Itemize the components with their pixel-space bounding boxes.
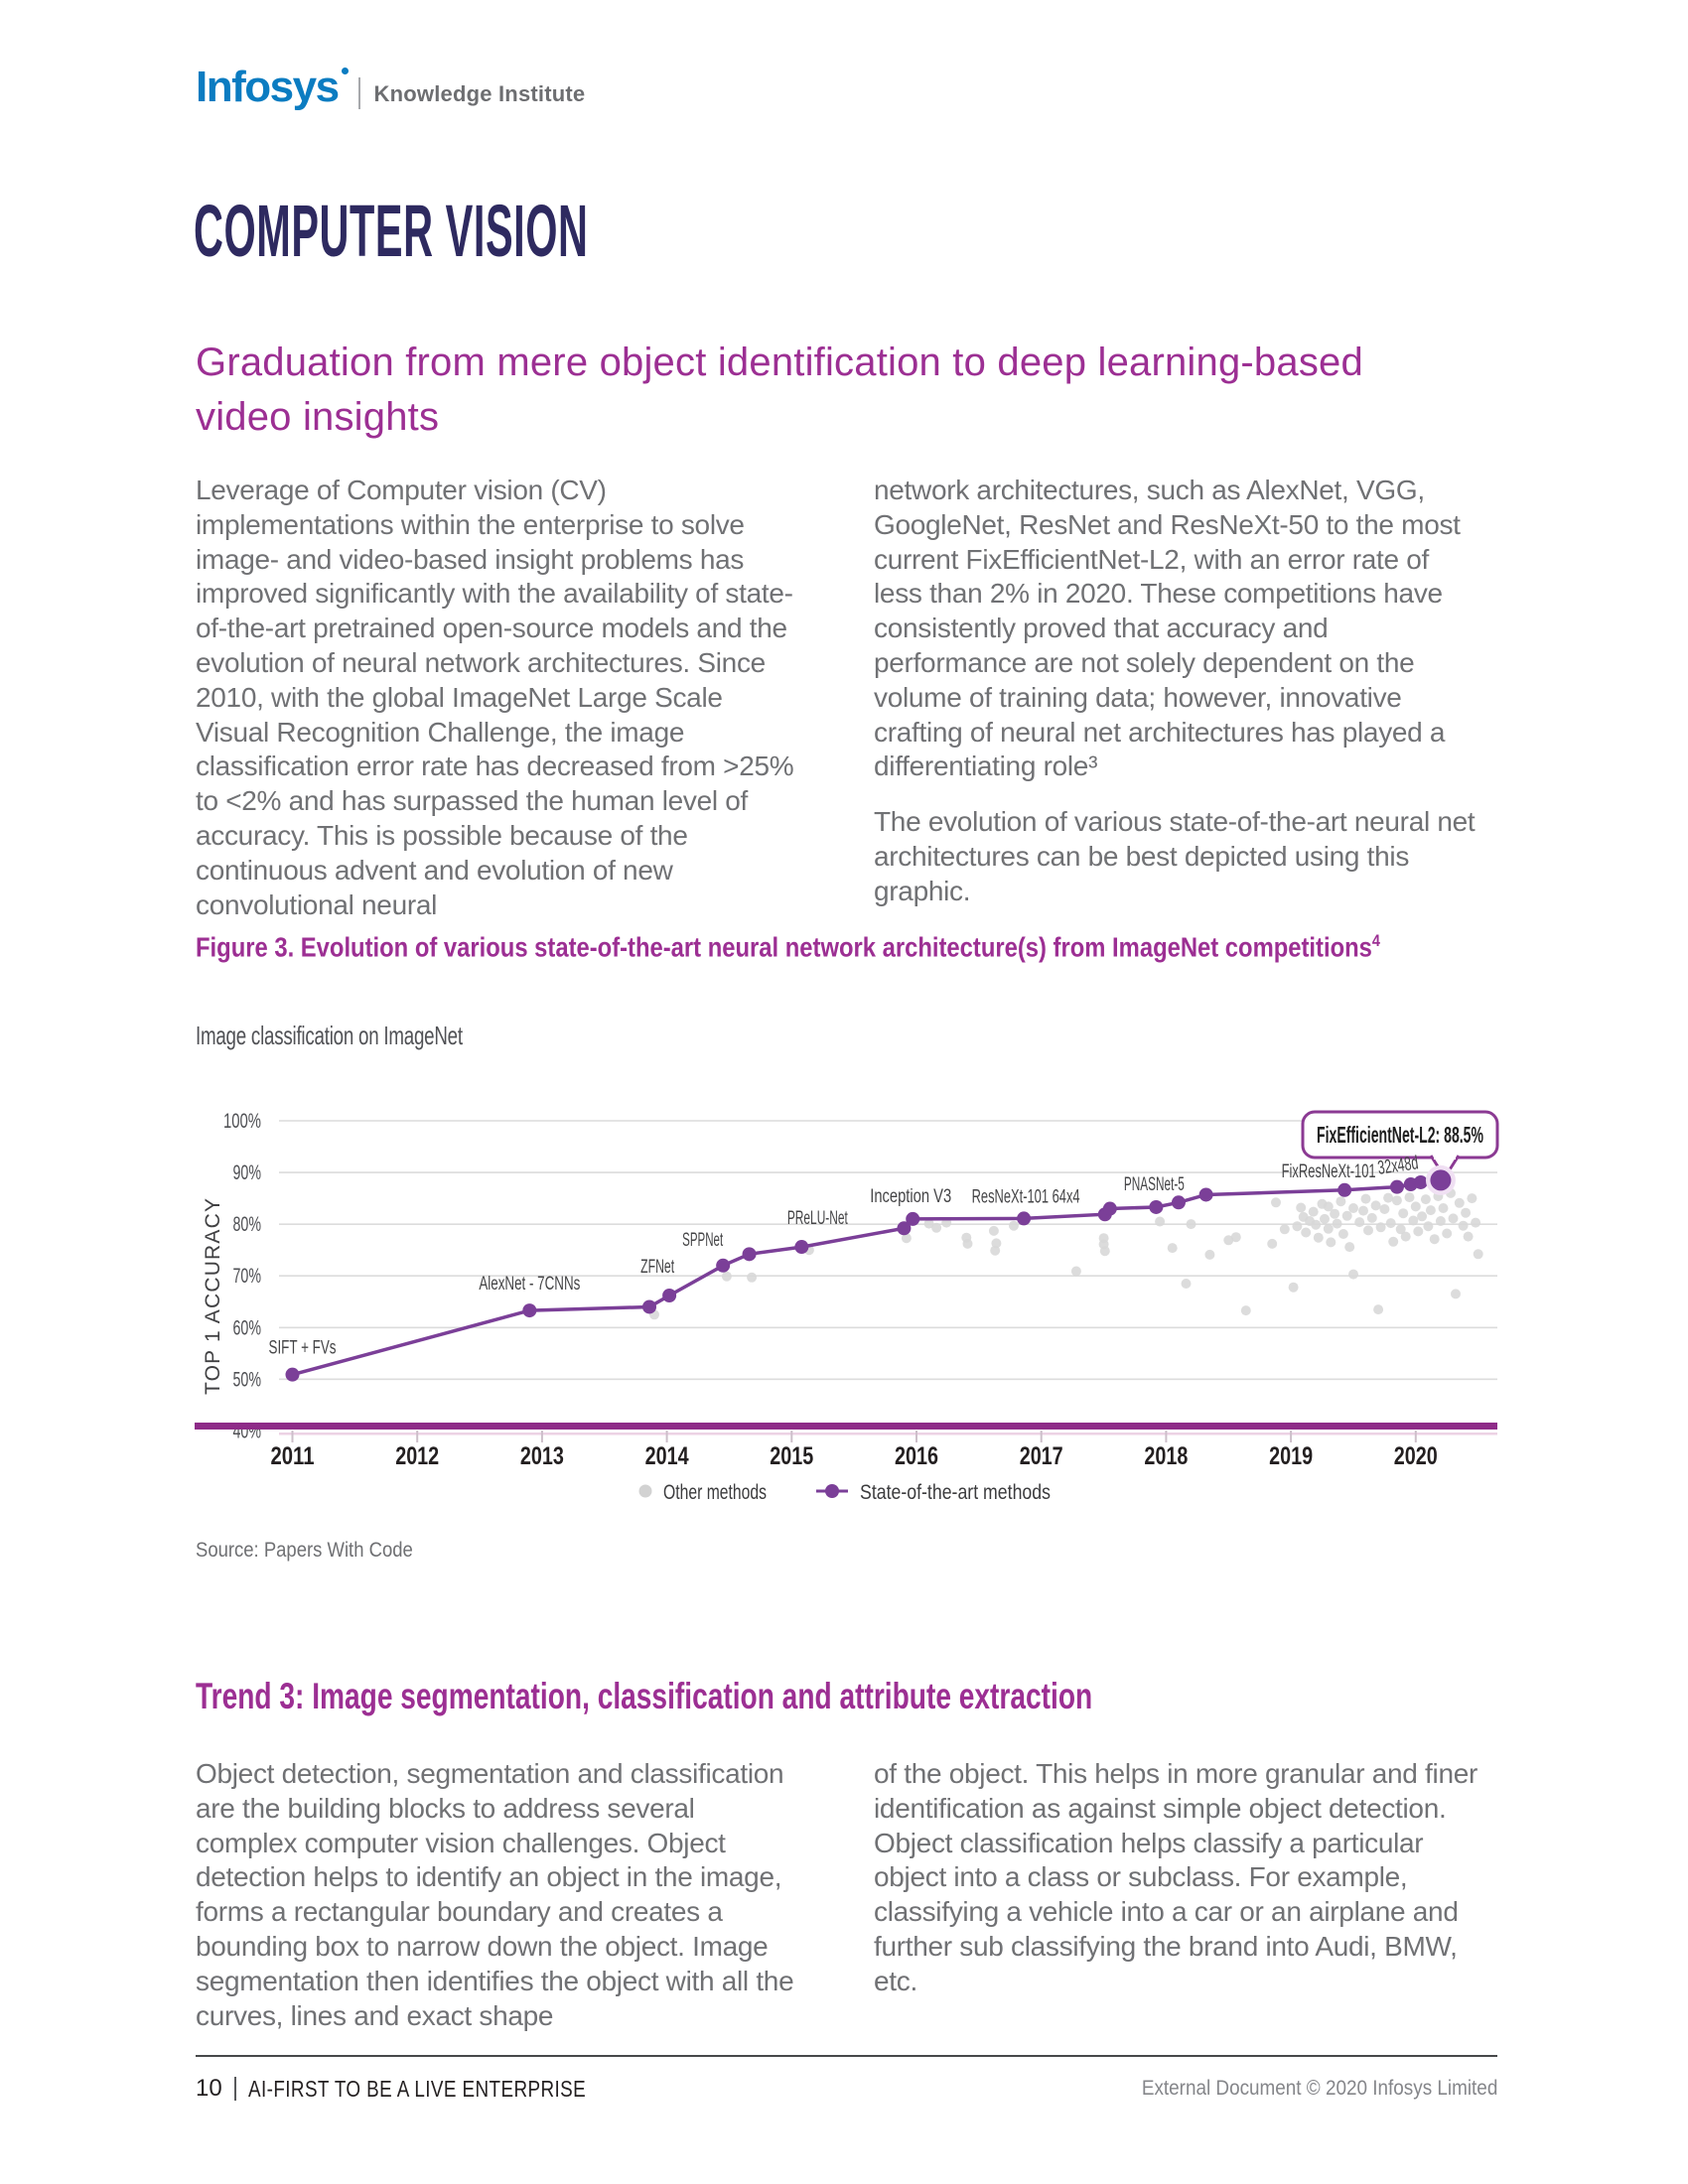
- svg-text:PReLU-Net: PReLU-Net: [787, 1207, 848, 1229]
- svg-text:2014: 2014: [645, 1442, 689, 1470]
- svg-text:80%: 80%: [233, 1213, 262, 1236]
- chart-source: Source: Papers With Code: [196, 1539, 413, 1562]
- infosys-wordmark-text: Infosys: [196, 63, 340, 111]
- brand-subtitle: Knowledge Institute: [373, 80, 586, 106]
- svg-text:State-of-the-art methods: State-of-the-art methods: [860, 1480, 1051, 1504]
- svg-text:2015: 2015: [770, 1442, 813, 1470]
- footer-copyright: External Document © 2020 Infosys Limited: [1141, 2077, 1497, 2100]
- footer-left: 10 AI-FIRST TO BE A LIVE ENTERPRISE: [196, 2075, 660, 2103]
- figure-caption: Figure 3. Evolution of various state-of-…: [196, 931, 1380, 963]
- svg-text:60%: 60%: [233, 1316, 262, 1339]
- svg-text:70%: 70%: [233, 1265, 262, 1288]
- article-subtitle-line2: video insights: [196, 395, 440, 439]
- svg-text:SPPNet: SPPNet: [682, 1229, 723, 1251]
- svg-text:90%: 90%: [233, 1161, 262, 1184]
- footer-divider: [233, 2077, 236, 2101]
- article-subtitle: Graduation from mere object identificati…: [196, 336, 1363, 445]
- svg-text:100%: 100%: [223, 1110, 261, 1133]
- figure-caption-text: Figure 3. Evolution of various state-of-…: [196, 931, 1372, 963]
- svg-text:FixEfficientNet-L2: 88.5%: FixEfficientNet-L2: 88.5%: [1317, 1122, 1483, 1148]
- intro-paragraph-1: network architectures, such as AlexNet, …: [874, 475, 1461, 782]
- page-number: 10: [196, 2075, 222, 2102]
- svg-text:2019: 2019: [1269, 1442, 1313, 1470]
- svg-text:TOP 1 ACCURACY: TOP 1 ACCURACY: [202, 1196, 224, 1395]
- svg-text:2011: 2011: [271, 1442, 315, 1470]
- svg-text:AlexNet - 7CNNs: AlexNet - 7CNNs: [479, 1273, 580, 1295]
- svg-text:PNASNet-5: PNASNet-5: [1124, 1173, 1185, 1195]
- svg-text:ZFNet: ZFNet: [640, 1256, 674, 1278]
- trademark-dot-icon: [341, 68, 349, 74]
- article-subtitle-line1: Graduation from mere object identificati…: [196, 341, 1363, 384]
- footer-document-title: AI-FIRST TO BE A LIVE ENTERPRISE: [247, 2075, 586, 2102]
- trend-heading: Trend 3: Image segmentation, classificat…: [196, 1676, 1093, 1716]
- svg-text:50%: 50%: [233, 1368, 262, 1391]
- svg-text:2020: 2020: [1394, 1442, 1438, 1470]
- svg-text:32x48d: 32x48d: [1376, 1152, 1420, 1178]
- svg-text:Other methods: Other methods: [663, 1480, 767, 1504]
- svg-text:ResNeXt-101 64x4: ResNeXt-101 64x4: [972, 1185, 1080, 1207]
- page-title: COMPUTER VISION: [194, 190, 589, 272]
- imagenet-chart-svg: 100%90%80%70%60%50%40%2011 2012 2013 2014 20…: [195, 1110, 1499, 1504]
- chart-title: Image classification on ImageNet: [196, 1021, 463, 1050]
- svg-text:SIFT + FVs: SIFT + FVs: [269, 1337, 337, 1359]
- trend-column-left: Object detection, segmentation and class…: [196, 1758, 794, 2031]
- brand-logo: Infosys Knowledge Institute: [196, 66, 585, 109]
- intro-paragraph-2: The evolution of various state-of-the-ar…: [874, 806, 1476, 906]
- svg-text:Inception V3: Inception V3: [870, 1185, 951, 1207]
- svg-text:2016: 2016: [895, 1442, 938, 1470]
- svg-text:2013: 2013: [520, 1442, 564, 1470]
- svg-text:2012: 2012: [395, 1442, 439, 1470]
- intro-column-right: network architectures, such as AlexNet, …: [874, 474, 1481, 909]
- svg-text:2018: 2018: [1144, 1442, 1188, 1470]
- footer-rule: [196, 2055, 1497, 2057]
- figure-caption-footnote: 4: [1371, 931, 1380, 950]
- imagenet-chart: 100% 90% 80% 70% 60% 50% 40% 2011 2012 2013 2014 20…: [0, 1072, 1688, 1539]
- intro-column-left: Leverage of Computer vision (CV) impleme…: [196, 475, 794, 920]
- brand-divider: [357, 77, 360, 109]
- svg-text:2017: 2017: [1020, 1442, 1063, 1470]
- svg-text:FixResNeXt-101: FixResNeXt-101: [1282, 1160, 1376, 1182]
- infosys-wordmark: Infosys: [196, 63, 349, 111]
- trend-column-right: of the object. This helps in more granul…: [874, 1758, 1478, 1996]
